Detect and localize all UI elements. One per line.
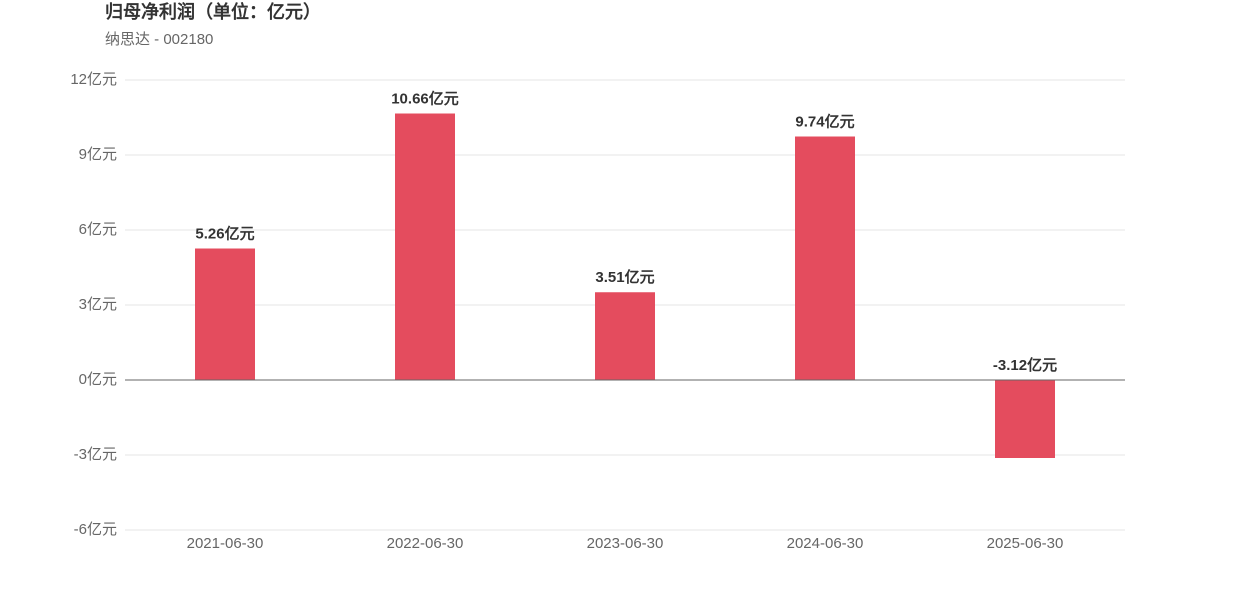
bar xyxy=(595,292,655,380)
x-tick-label: 2021-06-30 xyxy=(187,535,264,552)
x-tick-label: 2024-06-30 xyxy=(787,535,864,552)
bar xyxy=(195,248,255,380)
y-tick-label: 0亿元 xyxy=(79,371,117,388)
x-tick-label: 2023-06-30 xyxy=(587,535,664,552)
value-label: 10.66亿元 xyxy=(391,89,459,107)
bar xyxy=(795,136,855,380)
x-tick-label: 2025-06-30 xyxy=(987,535,1064,552)
chart-title: 归母净利润（单位：亿元） xyxy=(105,1,321,22)
value-label: 5.26亿元 xyxy=(195,224,254,242)
bar xyxy=(395,113,455,380)
value-label: 9.74亿元 xyxy=(795,112,854,130)
y-tick-label: -6亿元 xyxy=(74,521,117,538)
value-label: -3.12亿元 xyxy=(993,356,1057,374)
x-tick-label: 2022-06-30 xyxy=(387,535,464,552)
y-tick-label: 6亿元 xyxy=(79,221,117,238)
bar xyxy=(995,380,1055,458)
y-tick-label: 9亿元 xyxy=(79,146,117,163)
chart-subtitle: 纳思达 - 002180 xyxy=(105,31,213,48)
y-tick-label: -3亿元 xyxy=(74,446,117,463)
y-tick-label: 12亿元 xyxy=(70,71,117,88)
y-tick-label: 3亿元 xyxy=(79,296,117,313)
value-label: 3.51亿元 xyxy=(595,268,654,286)
